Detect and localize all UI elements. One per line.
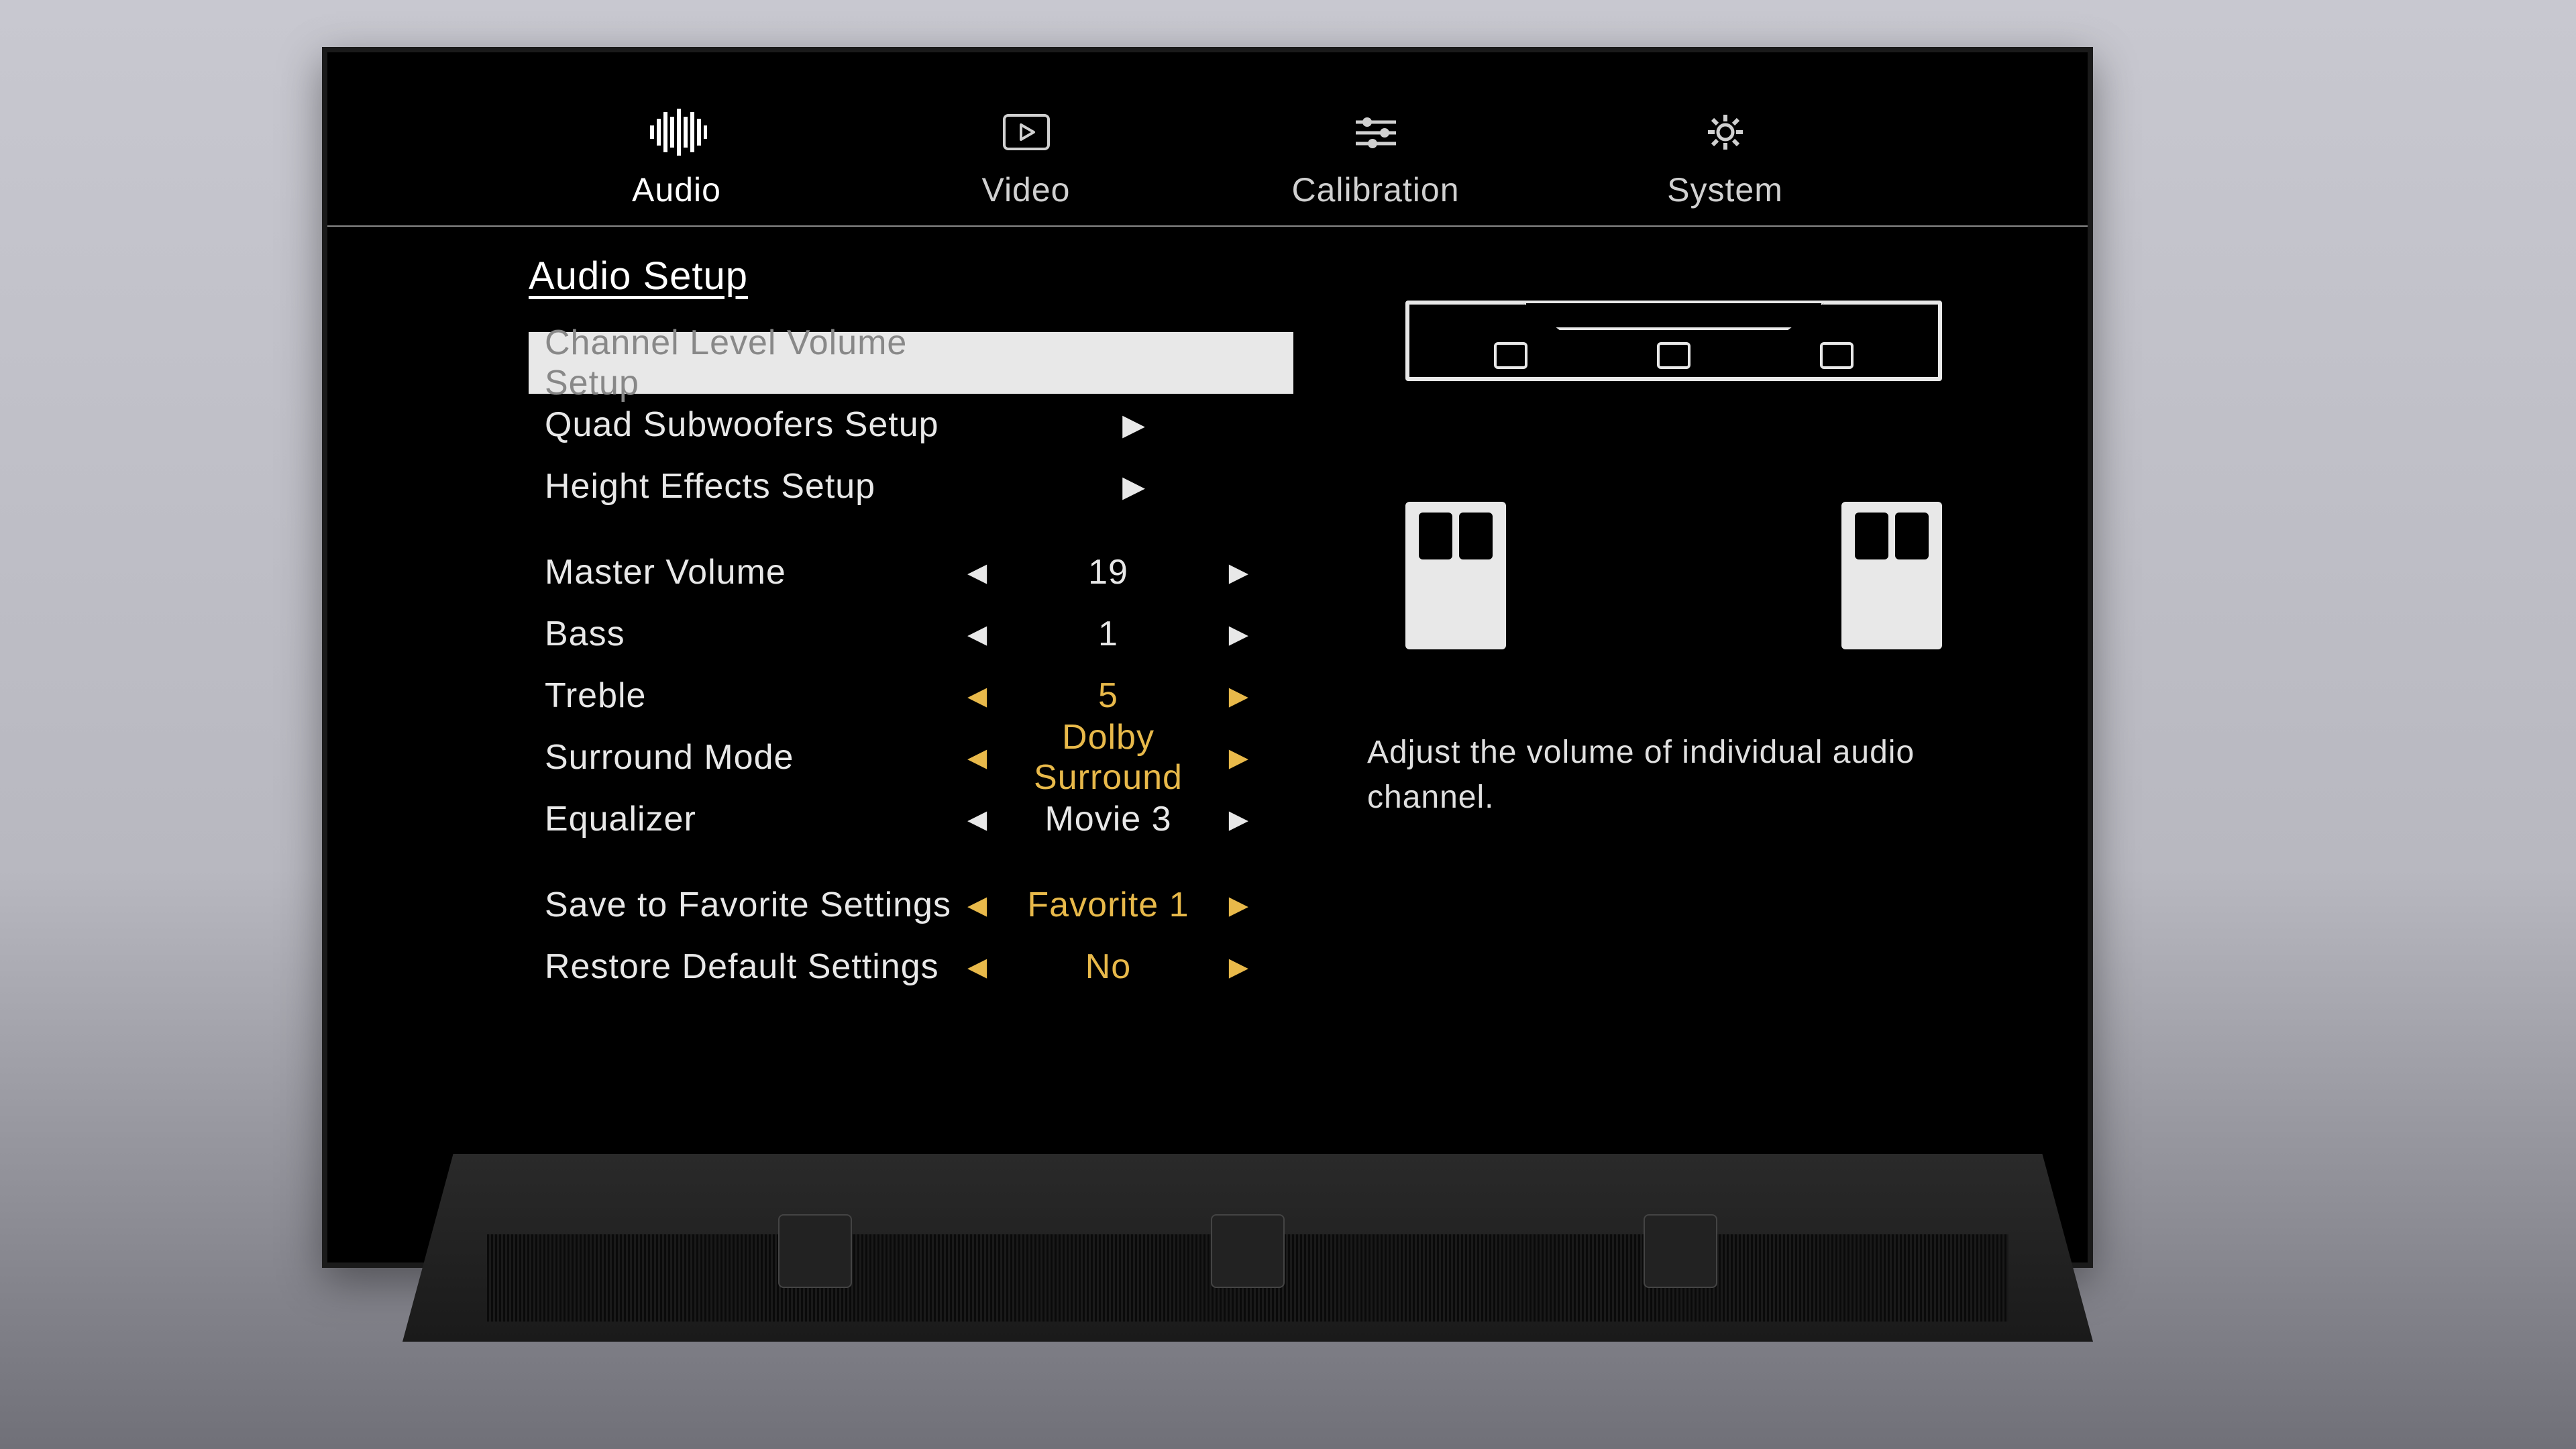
tab-video[interactable]: Video (851, 102, 1201, 225)
menu-value: Dolby Surround (987, 717, 1229, 798)
help-description: Adjust the volume of individual audio ch… (1354, 730, 1994, 820)
diagram-panel: Adjust the volume of individual audio ch… (1293, 254, 2034, 998)
arrow-right-icon[interactable]: ▶ (1229, 557, 1249, 588)
menu-equalizer[interactable]: Equalizer ◀ Movie 3 ▶ (529, 788, 1293, 850)
calibration-icon (1352, 102, 1399, 162)
menu-label: Master Volume (545, 552, 967, 592)
soundbar-diagram (1405, 301, 1942, 381)
menu-surround-mode[interactable]: Surround Mode ◀ Dolby Surround ▶ (529, 727, 1293, 788)
menu-bass[interactable]: Bass ◀ 1 ▶ (529, 603, 1293, 665)
arrow-left-icon[interactable]: ◀ (967, 619, 987, 649)
arrow-left-icon[interactable]: ◀ (967, 890, 987, 920)
chevron-right-icon: ▶ (1122, 470, 1146, 504)
physical-soundbar (402, 1154, 2093, 1342)
tab-label: Audio (632, 170, 721, 209)
menu-label: Quad Subwoofers Setup (545, 405, 967, 445)
tab-audio[interactable]: Audio (502, 102, 851, 225)
menu-label: Height Effects Setup (545, 466, 967, 506)
tab-label: Video (982, 170, 1071, 209)
arrow-left-icon[interactable]: ◀ (967, 557, 987, 588)
page-title: Audio Setup (529, 254, 1293, 299)
menu-restore-defaults[interactable]: Restore Default Settings ◀ No ▶ (529, 936, 1293, 998)
video-icon (1003, 102, 1050, 162)
menu-label: Channel Level Volume Setup (545, 323, 967, 403)
tab-label: System (1667, 170, 1783, 209)
content-area: Audio Setup Channel Level Volume Setup Q… (327, 227, 2088, 998)
chevron-right-icon: ▶ (1122, 408, 1146, 442)
arrow-right-icon[interactable]: ▶ (1229, 681, 1249, 711)
tab-bar: Audio Video (327, 52, 2088, 227)
arrow-left-icon[interactable]: ◀ (967, 804, 987, 835)
arrow-left-icon[interactable]: ◀ (967, 743, 987, 773)
tab-system[interactable]: System (1550, 102, 1900, 225)
arrow-left-icon[interactable]: ◀ (967, 952, 987, 982)
menu-value: Favorite 1 (987, 885, 1229, 925)
speaker-left-icon (1405, 502, 1506, 649)
menu-label: Surround Mode (545, 737, 967, 777)
tv-frame: Audio Video (322, 47, 2093, 1268)
audio-icon (647, 102, 707, 162)
menu-label: Treble (545, 676, 967, 716)
arrow-right-icon[interactable]: ▶ (1229, 890, 1249, 920)
menu-value: 1 (987, 614, 1229, 654)
arrow-right-icon[interactable]: ▶ (1229, 619, 1249, 649)
menu-value: No (987, 947, 1229, 987)
menu-label: Restore Default Settings (545, 947, 967, 987)
speakers-diagram (1405, 502, 1942, 649)
menu-value: 5 (987, 676, 1229, 716)
arrow-right-icon[interactable]: ▶ (1229, 952, 1249, 982)
speaker-right-icon (1841, 502, 1942, 649)
menu-save-favorite[interactable]: Save to Favorite Settings ◀ Favorite 1 ▶ (529, 874, 1293, 936)
tab-label: Calibration (1291, 170, 1459, 209)
tv-screen: Audio Video (327, 52, 2088, 1263)
arrow-right-icon[interactable]: ▶ (1229, 804, 1249, 835)
menu-label: Equalizer (545, 799, 967, 839)
menu-master-volume[interactable]: Master Volume ◀ 19 ▶ (529, 541, 1293, 603)
menu-channel-level-volume[interactable]: Channel Level Volume Setup (529, 332, 1293, 394)
menu-label: Save to Favorite Settings (545, 885, 967, 925)
tab-calibration[interactable]: Calibration (1201, 102, 1550, 225)
menu-quad-sub-setup[interactable]: Quad Subwoofers Setup ▶ (529, 394, 1293, 455)
arrow-left-icon[interactable]: ◀ (967, 681, 987, 711)
menu-label: Bass (545, 614, 967, 654)
menu-value: Movie 3 (987, 799, 1229, 839)
settings-list: Audio Setup Channel Level Volume Setup Q… (529, 254, 1293, 998)
gear-icon (1705, 102, 1746, 162)
menu-height-effects-setup[interactable]: Height Effects Setup ▶ (529, 455, 1293, 517)
arrow-right-icon[interactable]: ▶ (1229, 743, 1249, 773)
menu-value: 19 (987, 552, 1229, 592)
